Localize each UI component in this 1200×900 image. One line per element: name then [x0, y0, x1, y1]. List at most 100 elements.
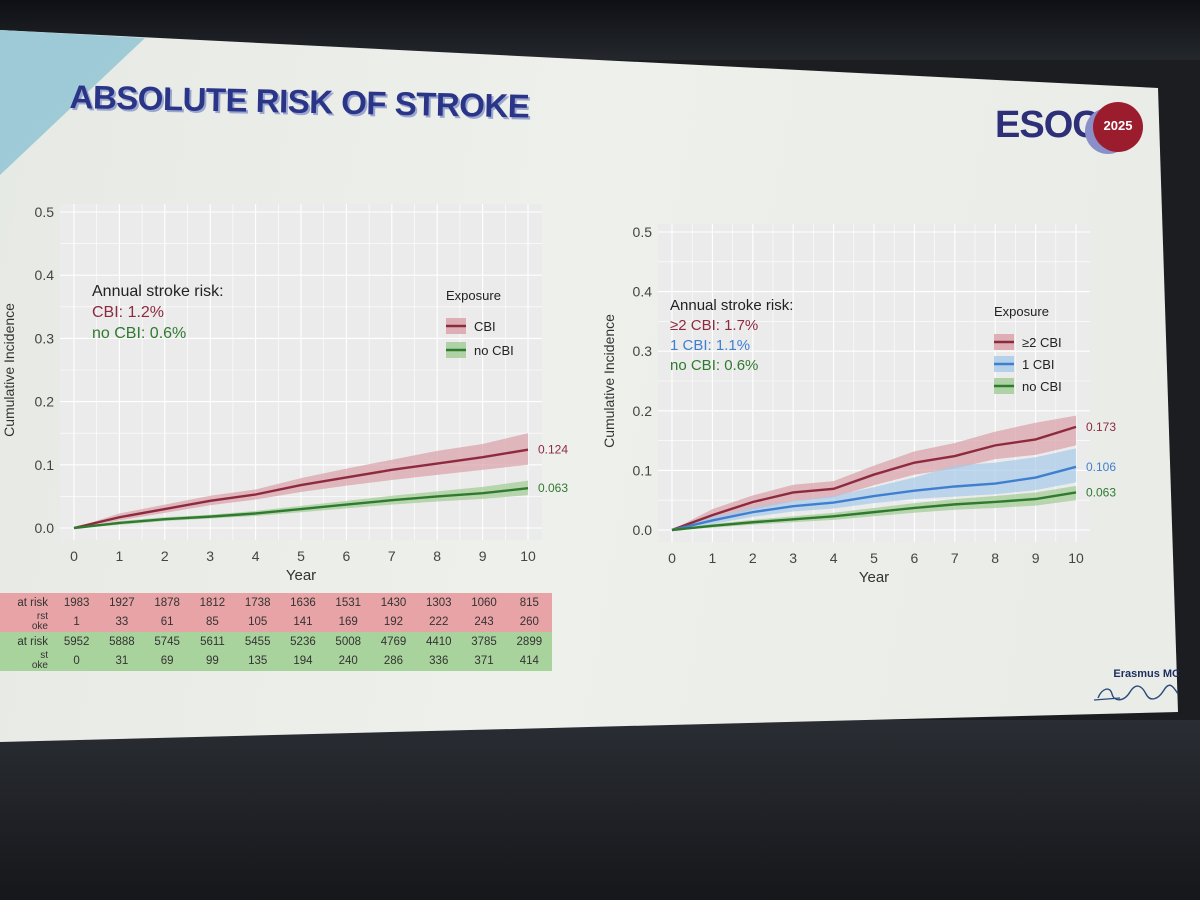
y-tick-label: 0.0 [35, 520, 55, 536]
risk-table: at risk 1983 1927 1878 1812 1738 1636 1531 1430 1… [0, 593, 552, 671]
risk-table-cell: 1430 [370, 593, 417, 612]
risk-table-cell: 4769 [370, 632, 417, 651]
x-tick-label: 3 [206, 548, 214, 564]
x-tick-label: 1 [709, 550, 717, 566]
legend-label: 1 CBI [1022, 357, 1055, 372]
series-line [671, 465, 1077, 532]
floor [0, 720, 1200, 900]
esoc-badge [1093, 102, 1143, 152]
risk-table-cell: 0 [54, 651, 100, 671]
esoc-logo-text: ESOC [995, 104, 1100, 146]
y-tick-label: 0.3 [633, 343, 653, 359]
x-tick-label: 8 [433, 548, 441, 564]
risk-table-cell: 169 [325, 612, 371, 632]
series-end-label: 0.063 [538, 481, 568, 495]
risk-table-cell: 5236 [280, 632, 326, 651]
y-tick-label: 0.3 [35, 330, 55, 346]
x-tick-label: 6 [343, 548, 351, 564]
x-tick-label: 5 [870, 550, 878, 566]
y-axis-label: Cumulative Incidence [601, 314, 617, 448]
risk-table-cell: 85 [189, 612, 236, 632]
chart-right: 0 1 2 3 4 5 6 7 8 9 10 0.0 0.1 0.2 0.3 0.4 0.5 Year Cumula… [601, 224, 1116, 586]
risk-table-cell: 5745 [144, 632, 190, 651]
risk-table-cell: 1303 [416, 593, 462, 612]
confidence-band [672, 415, 1076, 530]
legend-label: no CBI [474, 343, 514, 358]
risk-table-cell: 4410 [416, 632, 462, 651]
annotation-heading: Annual stroke risk: [670, 297, 793, 314]
risk-table-row: rst oke 1 33 61 85 105 141 169 192 222 243 260 [0, 612, 552, 632]
x-tick-label: 3 [789, 550, 797, 566]
risk-table-row: at risk 5952 5888 5745 5611 5455 5236 5008 4769 4… [0, 632, 552, 651]
legend-label: no CBI [1022, 379, 1062, 394]
risk-table-cell: 1812 [189, 593, 236, 612]
risk-table-cell: 414 [506, 651, 552, 671]
legend-label: ≥2 CBI [1022, 335, 1062, 350]
y-tick-label: 0.4 [35, 267, 55, 283]
risk-table-row: at risk 1983 1927 1878 1812 1738 1636 1531 1430 1… [0, 593, 552, 612]
y-tick-label: 0.4 [633, 284, 653, 300]
risk-table-cell: 1 [54, 612, 100, 632]
annotation-line: no CBI: 0.6% [670, 357, 758, 374]
risk-table-cell: 222 [416, 612, 462, 632]
y-tick-label: 0.2 [633, 403, 653, 419]
risk-table-cell: 99 [189, 651, 236, 671]
annotation-line: CBI: 1.2% [92, 304, 164, 321]
risk-table-cell: 815 [506, 593, 552, 612]
x-axis-label: Year [286, 567, 316, 584]
confidence-band [74, 480, 528, 528]
x-tick-label: 4 [830, 550, 838, 566]
chart-left: 0 1 2 3 4 5 6 7 8 9 10 0.0 0.1 0.2 0.3 0.4 0.5 Year Cumula… [1, 204, 568, 584]
erasmus-mc-text: Erasmus MC [1113, 668, 1180, 680]
risk-table-cell: 31 [99, 651, 145, 671]
annotation-heading: Annual stroke risk: [92, 283, 224, 300]
legend-title: Exposure [994, 304, 1049, 319]
risk-table-cell: 33 [99, 612, 145, 632]
x-tick-label: 0 [668, 550, 676, 566]
risk-table-cell: 286 [370, 651, 417, 671]
risk-table-cell: 1983 [54, 593, 100, 612]
risk-table-cell: 260 [506, 612, 552, 632]
y-tick-label: 0.0 [633, 522, 653, 538]
x-tick-label: 4 [252, 548, 260, 564]
y-tick-label: 0.5 [35, 204, 55, 220]
series-end-label: 0.124 [538, 443, 568, 457]
risk-table-cell: 1636 [280, 593, 326, 612]
x-tick-label: 7 [951, 550, 959, 566]
x-tick-label: 5 [297, 548, 305, 564]
annotation-line: 1 CBI: 1.1% [670, 337, 750, 354]
risk-table-cell: 2899 [506, 632, 552, 651]
erasmus-signature-icon [1093, 684, 1179, 701]
legend-title: Exposure [446, 288, 501, 303]
risk-table-cell: 1927 [99, 593, 145, 612]
annotation-line: no CBI: 0.6% [92, 325, 186, 342]
series-line [671, 425, 1077, 532]
series-line [73, 486, 529, 530]
x-tick-label: 0 [70, 548, 78, 564]
risk-table-cell: 5008 [325, 632, 371, 651]
x-tick-label: 8 [991, 550, 999, 566]
risk-table-cell: 61 [144, 612, 190, 632]
risk-table-row-label: at risk [0, 593, 54, 612]
risk-table-cell: 1531 [325, 593, 371, 612]
y-tick-label: 0.5 [633, 224, 653, 240]
risk-table-cell: 243 [461, 612, 507, 632]
y-tick-label: 0.1 [633, 462, 653, 478]
series-end-label: 0.063 [1086, 485, 1116, 499]
x-tick-label: 2 [749, 550, 757, 566]
risk-table-cell: 105 [235, 612, 281, 632]
x-axis-label: Year [859, 569, 889, 586]
risk-table-cell: 336 [416, 651, 462, 671]
risk-table-cell: 194 [280, 651, 326, 671]
series-line [73, 448, 529, 530]
risk-table-cell: 1878 [144, 593, 190, 612]
risk-table-cell: 141 [280, 612, 326, 632]
x-tick-label: 10 [1068, 550, 1084, 566]
y-axis-label: Cumulative Incidence [1, 303, 17, 437]
x-tick-label: 2 [161, 548, 169, 564]
risk-table-cell: 5888 [99, 632, 145, 651]
esoc-logo: ESOC 2025 [995, 100, 1155, 156]
erasmus-mc-logo: Erasmus MC [1090, 668, 1180, 710]
risk-table-cell: 69 [144, 651, 190, 671]
risk-table-cell: 5455 [235, 632, 281, 651]
